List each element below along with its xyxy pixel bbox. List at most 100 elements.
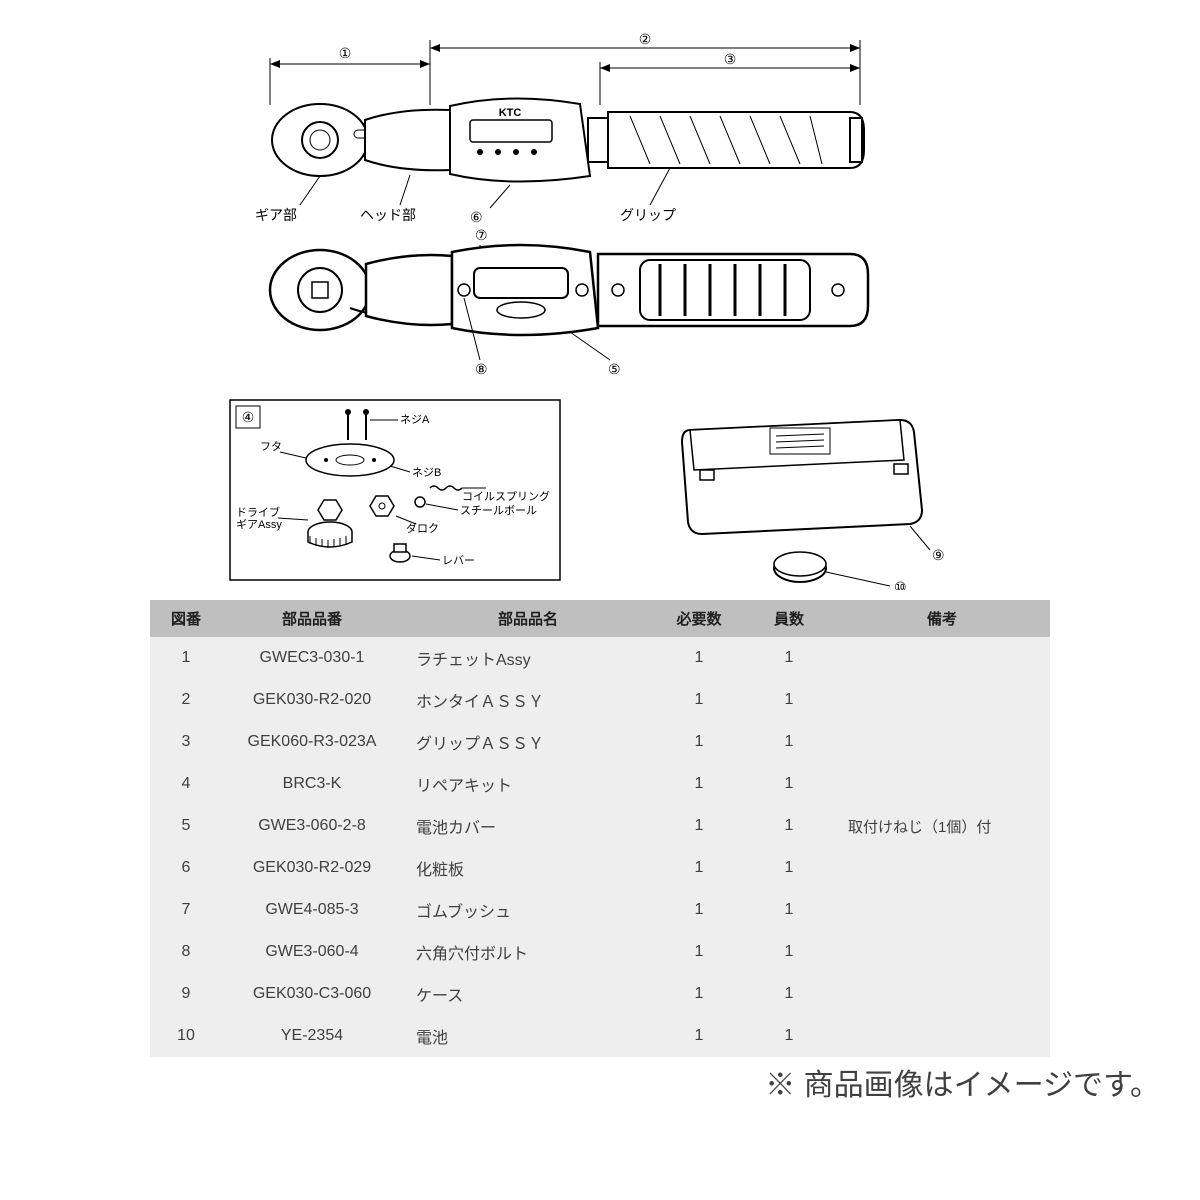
table-row: 9GEK030-C3-060ケース11 — [150, 973, 1050, 1015]
table-row: 4BRC3-Kリペアキット11 — [150, 763, 1050, 805]
cell-no: 4 — [150, 763, 222, 805]
cell-qty: 1 — [744, 847, 834, 889]
cell-note: 取付けねじ（1個）付 — [834, 805, 1050, 847]
callout-9: ⑨ — [932, 547, 945, 563]
cell-no: 2 — [150, 679, 222, 721]
gear-part-label: ギア部 — [255, 207, 297, 223]
table-header-row: 図番 部品品番 部品品名 必要数 員数 備考 — [150, 600, 1050, 637]
table-row: 1GWEC3-030-1ラチェットAssy11 — [150, 637, 1050, 679]
case-battery-view: ⑨ ⑩ — [682, 420, 945, 590]
cell-no: 5 — [150, 805, 222, 847]
cell-name: 化粧板 — [402, 847, 654, 889]
cell-no: 8 — [150, 931, 222, 973]
cell-req: 1 — [654, 847, 744, 889]
cell-qty: 1 — [744, 805, 834, 847]
cell-qty: 1 — [744, 889, 834, 931]
th-name: 部品品名 — [402, 600, 654, 637]
cell-pn: GWE4-085-3 — [222, 889, 402, 931]
table-row: 5GWE3-060-2-8電池カバー11取付けねじ（1個）付 — [150, 805, 1050, 847]
cell-req: 1 — [654, 1015, 744, 1057]
cell-no: 3 — [150, 721, 222, 763]
cell-note — [834, 973, 1050, 1015]
lid-label: フタ — [260, 440, 282, 453]
grip-label: グリップ — [620, 207, 676, 223]
dial-label: ダロク — [406, 521, 439, 535]
cell-name: ホンタイＡＳＳＹ — [402, 679, 654, 721]
cell-note — [834, 931, 1050, 973]
cell-name: ゴムブッシュ — [402, 889, 654, 931]
cell-req: 1 — [654, 721, 744, 763]
table-row: 3GEK060-R3-023AグリップＡＳＳＹ11 — [150, 721, 1050, 763]
cell-req: 1 — [654, 637, 744, 679]
cell-note — [834, 889, 1050, 931]
brand-label: KTC — [499, 107, 522, 119]
cell-name: ケース — [402, 973, 654, 1015]
cell-req: 1 — [654, 763, 744, 805]
cell-note — [834, 847, 1050, 889]
callout-2: ② — [639, 31, 652, 47]
table-row: 10YE-2354電池11 — [150, 1015, 1050, 1057]
bottom-wrench-view: ⑦ — [270, 227, 868, 377]
lever-label: レバー — [442, 554, 475, 567]
cell-req: 1 — [654, 931, 744, 973]
screw-b-label: ネジB — [412, 466, 441, 479]
cell-pn: GWEC3-030-1 — [222, 637, 402, 679]
cell-note — [834, 679, 1050, 721]
cell-no: 1 — [150, 637, 222, 679]
screw-a-label: ネジA — [400, 413, 430, 426]
th-note: 備考 — [834, 600, 1050, 637]
cell-req: 1 — [654, 679, 744, 721]
head-part-label: ヘッド部 — [360, 207, 416, 223]
cell-name: リペアキット — [402, 763, 654, 805]
th-pn: 部品品番 — [222, 600, 402, 637]
drive-gear-label: ドライブ — [236, 505, 280, 519]
callout-6: ⑥ — [470, 209, 483, 225]
cell-qty: 1 — [744, 679, 834, 721]
cell-name: グリップＡＳＳＹ — [402, 721, 654, 763]
cell-pn: GEK030-C3-060 — [222, 973, 402, 1015]
top-wrench-view: ① ② ③ KTC — [255, 31, 864, 225]
cell-note — [834, 721, 1050, 763]
cell-pn: GEK030-R2-020 — [222, 679, 402, 721]
cell-note — [834, 763, 1050, 805]
drive-gear-label-2: ギアAssy — [236, 518, 282, 531]
cell-name: 電池カバー — [402, 805, 654, 847]
cell-name: ラチェットAssy — [402, 637, 654, 679]
cell-pn: YE-2354 — [222, 1015, 402, 1057]
th-qty: 員数 — [744, 600, 834, 637]
cell-no: 6 — [150, 847, 222, 889]
cell-pn: GWE3-060-4 — [222, 931, 402, 973]
cell-name: 六角穴付ボルト — [402, 931, 654, 973]
cell-pn: GEK060-R3-023A — [222, 721, 402, 763]
th-req: 必要数 — [654, 600, 744, 637]
image-disclaimer: ※ 商品画像はイメージです。 — [460, 1060, 1160, 1104]
callout-8: ⑧ — [475, 361, 488, 377]
cell-pn: GEK030-R2-029 — [222, 847, 402, 889]
cell-pn: GWE3-060-2-8 — [222, 805, 402, 847]
cell-req: 1 — [654, 973, 744, 1015]
cell-no: 9 — [150, 973, 222, 1015]
cell-qty: 1 — [744, 637, 834, 679]
steel-ball-label: スチールボール — [460, 504, 537, 517]
cell-qty: 1 — [744, 1015, 834, 1057]
cell-name: 電池 — [402, 1015, 654, 1057]
cell-note — [834, 1015, 1050, 1057]
parts-table: 図番 部品品番 部品品名 必要数 員数 備考 1GWEC3-030-1ラチェット… — [150, 600, 1050, 1057]
callout-5: ⑤ — [608, 361, 621, 377]
callout-10: ⑩ — [894, 579, 907, 590]
cell-note — [834, 637, 1050, 679]
cell-req: 1 — [654, 805, 744, 847]
callout-1: ① — [339, 45, 352, 61]
th-no: 図番 — [150, 600, 222, 637]
cell-req: 1 — [654, 889, 744, 931]
coil-spring-label: コイルスプリング — [462, 489, 550, 503]
parts-diagram: ① ② ③ KTC — [150, 30, 1050, 590]
cell-pn: BRC3-K — [222, 763, 402, 805]
cell-qty: 1 — [744, 931, 834, 973]
table-row: 7GWE4-085-3ゴムブッシュ11 — [150, 889, 1050, 931]
callout-4: ④ — [242, 409, 255, 425]
callout-3: ③ — [724, 51, 737, 67]
cell-qty: 1 — [744, 763, 834, 805]
cell-no: 7 — [150, 889, 222, 931]
cell-qty: 1 — [744, 973, 834, 1015]
